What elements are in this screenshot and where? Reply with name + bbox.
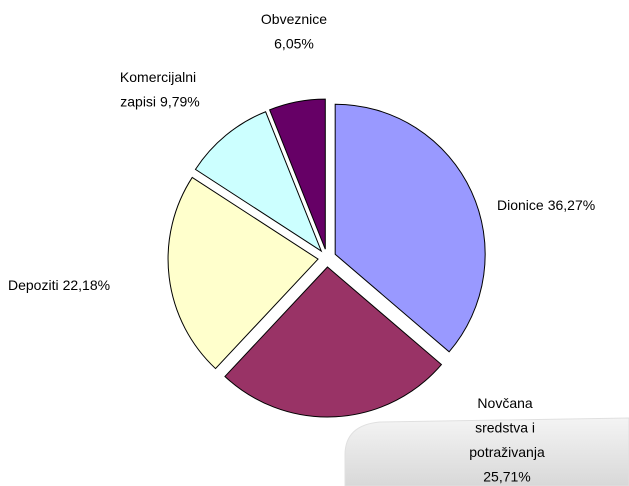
category-label: Depoziti — [8, 277, 59, 293]
slice-label: Depoziti 22,18% — [8, 277, 110, 293]
slice-label: Novčana sredstva i potraživanja 25,71% — [469, 395, 545, 485]
pie-slice — [334, 103, 486, 353]
category-label: Komercijalni zapisi — [120, 69, 200, 110]
value-label: 6,05% — [274, 36, 314, 52]
slice-label: Dionice 36,27% — [497, 197, 595, 213]
pie-slice — [167, 176, 319, 370]
pie-slice — [268, 98, 326, 250]
decoration — [344, 417, 629, 486]
pie-slice — [224, 266, 443, 418]
value-label: 25,71% — [483, 469, 530, 485]
slice-label: Komercijalni zapisi 9,79% — [120, 69, 200, 110]
value-label: 36,27% — [548, 197, 595, 213]
value-label: 9,79% — [160, 94, 200, 110]
category-label: Dionice — [497, 197, 544, 213]
value-label: 22,18% — [63, 277, 110, 293]
slice-label: Obveznice 6,05% — [261, 11, 327, 52]
category-label: Novčana sredstva i potraživanja — [469, 395, 545, 460]
category-label: Obveznice — [261, 11, 327, 27]
pie-slice — [194, 111, 323, 253]
